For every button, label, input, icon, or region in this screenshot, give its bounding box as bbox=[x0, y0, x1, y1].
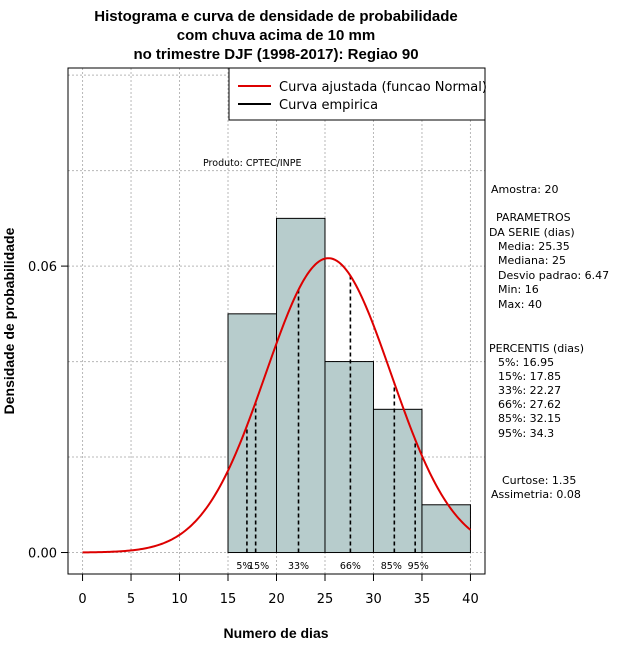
stat-p15: 15%: 17.85 bbox=[498, 370, 561, 383]
histogram-bar-4 bbox=[421, 504, 471, 554]
histogram-bar-3 bbox=[372, 408, 423, 554]
stat-curtose: Curtose: 1.35 bbox=[502, 474, 576, 487]
percentile-label-1: 15% bbox=[248, 561, 269, 572]
stat-p66: 66%: 27.62 bbox=[498, 398, 561, 411]
chart-title-line-1: Histograma e curva de densidade de proba… bbox=[94, 8, 457, 25]
y-axis: 0.00 0.06 bbox=[28, 260, 68, 562]
x-tick-label-2: 10 bbox=[171, 592, 188, 607]
percentile-label-2: 33% bbox=[288, 561, 309, 572]
percentile-label-3: 66% bbox=[340, 561, 361, 572]
stat-p95: 95%: 34.3 bbox=[498, 427, 554, 440]
y-axis-label: Densidade de probabilidade bbox=[1, 227, 17, 414]
x-tick-label-7: 35 bbox=[414, 592, 431, 607]
stat-params-title-1: PARAMETROS bbox=[496, 211, 571, 224]
stat-mediana: Mediana: 25 bbox=[498, 254, 566, 267]
stat-p85: 85%: 32.15 bbox=[498, 412, 561, 425]
producer-note: Produto: CPTEC/INPE bbox=[203, 158, 302, 169]
stat-desvio: Desvio padrao: 6.47 bbox=[498, 269, 609, 282]
normal-fit-curve bbox=[82, 257, 472, 554]
legend-label-empirical: Curva empirica bbox=[279, 98, 378, 113]
stat-media: Media: 25.35 bbox=[498, 240, 570, 253]
x-axis-label: Numero de dias bbox=[223, 625, 328, 641]
x-axis: 0 5 10 15 20 25 30 35 40 bbox=[78, 573, 479, 607]
x-tick-label-1: 5 bbox=[127, 592, 135, 607]
stat-percentis-title: PERCENTIS (dias) bbox=[489, 342, 584, 355]
stat-assimetria: Assimetria: 0.08 bbox=[491, 488, 581, 501]
y-tick-label-1: 0.06 bbox=[28, 260, 57, 275]
legend: Curva ajustada (funcao Normal) Curva emp… bbox=[228, 67, 487, 121]
stat-max: Max: 40 bbox=[498, 298, 542, 311]
stat-p5: 5%: 16.95 bbox=[498, 356, 554, 369]
histogram-bars bbox=[227, 217, 471, 554]
x-tick-label-6: 30 bbox=[365, 592, 382, 607]
histogram-bar-2 bbox=[324, 361, 374, 554]
histogram-bar-0 bbox=[227, 313, 277, 554]
x-tick-label-5: 25 bbox=[317, 592, 334, 607]
stat-params-title-2: DA SERIE (dias) bbox=[489, 226, 575, 239]
x-tick-label-3: 15 bbox=[220, 592, 237, 607]
x-tick-label-8: 40 bbox=[462, 592, 479, 607]
stat-min: Min: 16 bbox=[498, 283, 539, 296]
legend-box bbox=[228, 67, 486, 121]
percentile-label-4: 85% bbox=[381, 561, 402, 572]
histogram-bar-1 bbox=[276, 217, 326, 554]
chart-title-line-2: com chuva acima de 10 mm bbox=[177, 27, 375, 44]
y-tick-label-0: 0.00 bbox=[28, 547, 57, 562]
legend-label-normal: Curva ajustada (funcao Normal) bbox=[279, 80, 487, 95]
percentile-label-0: 5% bbox=[236, 561, 251, 572]
percentile-lines: 5%15% 33% 66% 85% 95% bbox=[236, 275, 429, 572]
x-tick-label-0: 0 bbox=[78, 592, 86, 607]
stat-p33: 33%: 22.27 bbox=[498, 384, 561, 397]
percentile-label-5: 95% bbox=[408, 561, 429, 572]
chart-title-line-3: no trimestre DJF (1998-2017): Regiao 90 bbox=[133, 46, 418, 63]
x-tick-label-4: 20 bbox=[268, 592, 285, 607]
stat-sample: Amostra: 20 bbox=[491, 183, 558, 196]
stats-panel: Amostra: 20 PARAMETROS DA SERIE (dias) M… bbox=[489, 183, 609, 501]
